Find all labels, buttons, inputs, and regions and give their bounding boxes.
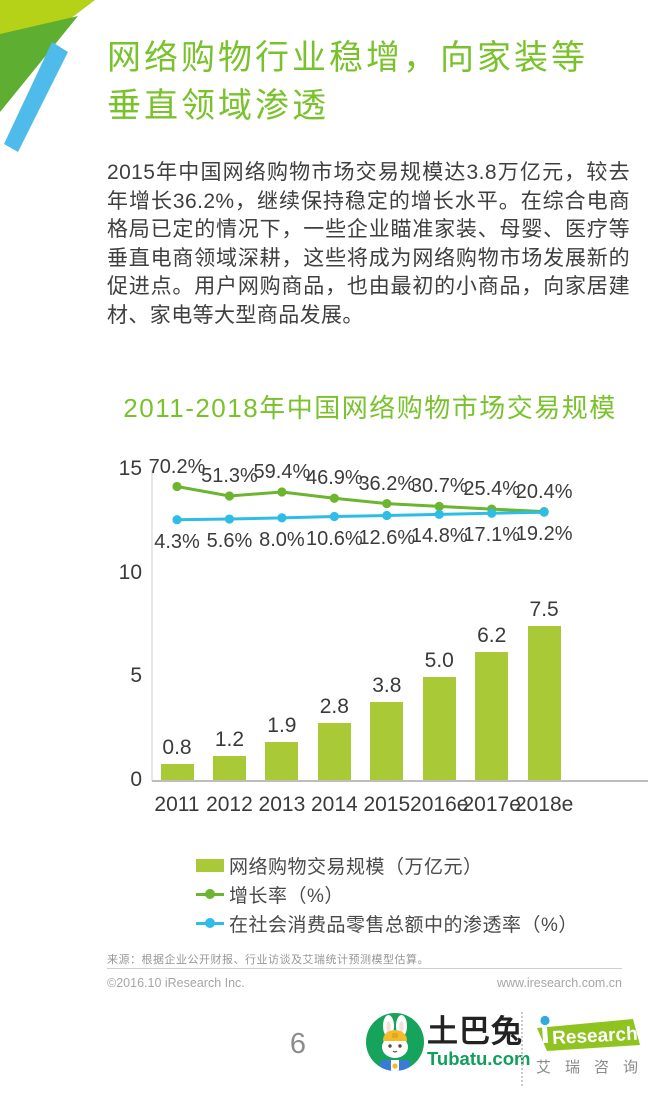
legend-item-growth: 增长率（%） (196, 880, 578, 909)
legend-item-scale: 网络购物交易规模（万亿元） (196, 851, 578, 880)
tubatu-logo-icon (366, 1013, 424, 1071)
growth-value-label: 30.7% (410, 475, 468, 498)
penetration-value-label: 10.6% (305, 527, 363, 550)
growth-value-label: 59.4% (253, 460, 311, 483)
chart-lines (151, 470, 648, 782)
bar-2012 (212, 756, 246, 781)
growth-value-label: 46.9% (305, 467, 363, 490)
corner-triangle-green (0, 16, 78, 112)
intro-paragraph: 2015年中国网络购物市场交易规模达3.8万亿元，较去年增长36.2%，继续保持… (107, 161, 630, 327)
growth-value-label: 20.4% (515, 480, 573, 503)
bar-value-label: 5.0 (424, 649, 454, 673)
tubatu-domain: Tubatu.com (427, 1048, 531, 1069)
penetration-point (329, 511, 339, 522)
legend-label-scale: 网络购物交易规模（万亿元） (229, 857, 483, 878)
bar-value-label: 1.2 (214, 728, 245, 752)
chart: 0.8 2011 1.2 2012 1.9 2013 2.8 2014 3.8 2015 5.0 20… (100, 445, 660, 837)
growth-value-label: 70.2% (148, 455, 206, 478)
bar-2011 (160, 764, 194, 781)
penetration-line (176, 510, 545, 522)
penetration-value-label: 8.0% (259, 528, 305, 551)
legend-label-growth: 增长率（%） (229, 886, 344, 907)
bar-2015 (370, 702, 404, 781)
growth-point (329, 493, 339, 503)
bar-value-label: 0.8 (162, 736, 192, 760)
x-tick-label: 2017e (462, 793, 521, 816)
x-tick-label: 2016e (410, 793, 469, 816)
legend-growth-line-icon (196, 888, 224, 901)
penetration-point (224, 514, 235, 524)
growth-point (434, 501, 444, 512)
penetration-value-label: 14.8% (410, 525, 468, 548)
legend-label-penetration: 在社会消费品零售总额中的渗透率（%） (229, 915, 578, 936)
growth-point (277, 487, 287, 497)
corner-decoration (0, 0, 95, 152)
logo-divider (521, 1012, 523, 1086)
copyright-text: ©2016.10 iResearch Inc. (107, 976, 245, 990)
website-link[interactable]: www.iresearch.com.cn (496, 976, 622, 990)
bar-value-label: 7.5 (529, 597, 559, 621)
bar-2013 (265, 741, 299, 781)
bar-value-label: 6.2 (477, 624, 507, 648)
growth-value-label: 25.4% (463, 478, 521, 501)
x-tick-label: 2015 (363, 793, 411, 816)
source-note: 来源：根据企业公开财报、行业访谈及艾瑞统计预测模型估算。 (107, 954, 429, 966)
x-tick-label: 2018e (514, 793, 574, 816)
x-tick-label: 2014 (310, 793, 358, 816)
bar-value-label: 2.8 (319, 694, 349, 718)
bar-2017e (475, 652, 509, 781)
growth-value-label: 36.2% (358, 472, 416, 495)
footer-row: ©2016.10 iResearch Inc. www.iresearch.co… (107, 976, 622, 990)
x-tick-label: 2011 (154, 793, 200, 816)
growth-point (172, 481, 182, 492)
chart-title: 2011-2018年中国网络购物市场交易规模 (123, 393, 617, 423)
bar-2014 (317, 722, 351, 781)
x-tick-label: 2013 (258, 793, 306, 816)
tubatu-name-cn: 土巴兔 (427, 1014, 523, 1049)
y-tick-label: 5 (130, 664, 142, 688)
penetration-value-label: 17.1% (463, 524, 521, 547)
legend-item-penetration: 在社会消费品零售总额中的渗透率（%） (196, 909, 578, 938)
y-tick-label: 10 (118, 560, 142, 584)
corner-triangle-blue (4, 42, 68, 152)
penetration-value-label: 19.2% (515, 523, 573, 546)
legend-penetration-line-icon (196, 917, 224, 930)
penetration-point (487, 508, 497, 518)
y-tick-label: 0 (130, 768, 142, 791)
penetration-point (539, 507, 549, 517)
page-title: 网络购物行业稳增，向家装等 垂直领域渗透 (107, 39, 588, 125)
penetration-point (434, 509, 444, 520)
growth-point (224, 491, 235, 501)
bar-2018e (527, 625, 561, 781)
growth-point (382, 499, 392, 509)
iresearch-wordmark: Research (552, 1024, 639, 1049)
footer-divider (107, 968, 622, 969)
bar-2016e (422, 677, 456, 781)
iresearch-name-cn: 艾瑞咨询 (536, 1059, 653, 1076)
chart-legend: 网络购物交易规模（万亿元） 增长率（%） 在社会消费品零售总额中的渗透率（%） (196, 851, 578, 938)
x-tick-label: 2012 (206, 793, 253, 816)
penetration-value-label: 4.3% (154, 530, 200, 553)
tubatu-wordmark: 土巴兔 Tubatu.com (427, 1015, 530, 1069)
growth-value-label: 51.3% (201, 465, 258, 488)
penetration-value-label: 5.6% (206, 530, 253, 553)
penetration-point (382, 510, 392, 521)
penetration-value-label: 12.6% (358, 526, 416, 549)
bar-value-label: 1.9 (267, 713, 297, 737)
penetration-point (172, 515, 182, 525)
page-number: 6 (289, 1028, 307, 1060)
bar-value-label: 3.8 (372, 674, 402, 698)
legend-bar-swatch-icon (196, 859, 224, 872)
penetration-point (277, 513, 287, 523)
growth-line (176, 485, 545, 514)
y-tick-label: 15 (118, 457, 142, 481)
iresearch-logo-icon: Research (537, 1015, 640, 1051)
